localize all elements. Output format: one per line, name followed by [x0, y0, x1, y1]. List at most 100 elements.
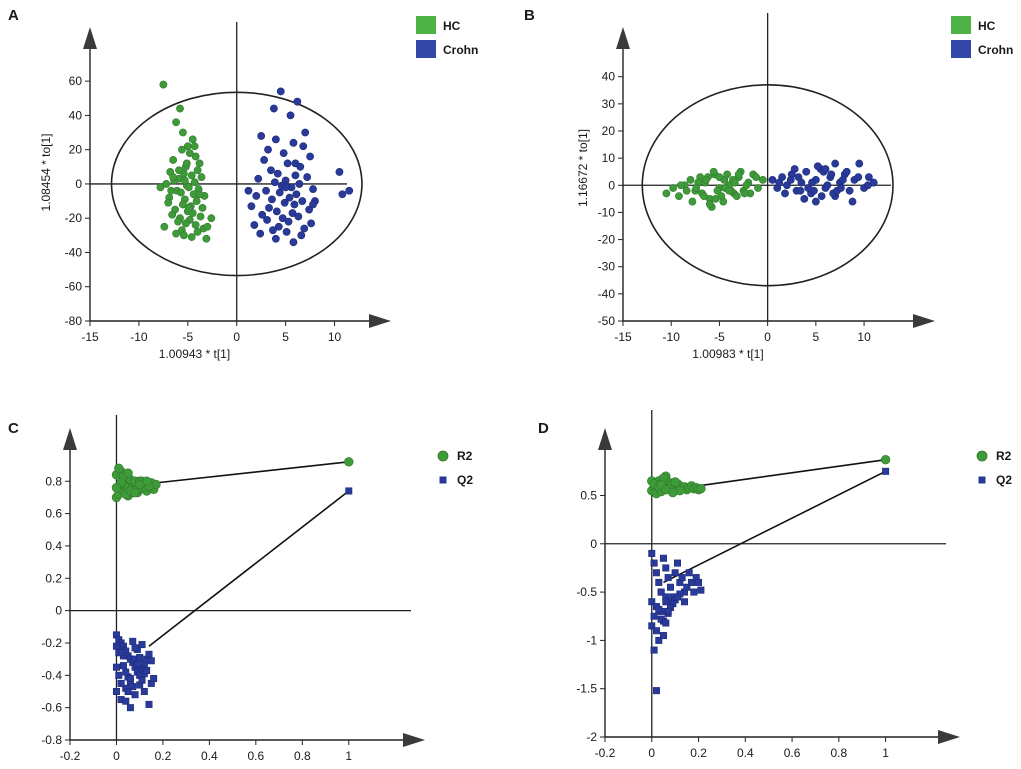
- data-point: [276, 87, 285, 96]
- data-point: [254, 174, 263, 183]
- data-point: [188, 209, 197, 217]
- data-point: [195, 159, 204, 168]
- y-tick-label: 20: [602, 124, 616, 138]
- data-point: [269, 104, 278, 113]
- data-point: [794, 173, 803, 182]
- y-tick-label: 20: [69, 143, 83, 157]
- y-tick-label: -0.5: [576, 585, 597, 599]
- y-tick-label: -50: [598, 314, 616, 328]
- data-point: [112, 687, 120, 695]
- y-tick-label: -20: [65, 211, 83, 225]
- data-point: [169, 173, 178, 181]
- data-point: [655, 605, 663, 613]
- data-point: [271, 135, 280, 144]
- data-point: [678, 574, 686, 582]
- y-tick-label: -0.4: [41, 668, 62, 682]
- x-tick-label: 0: [764, 330, 771, 344]
- data-point: [191, 221, 200, 229]
- data-point: [181, 219, 190, 228]
- data-point: [650, 646, 658, 654]
- data-point: [695, 578, 703, 586]
- x-tick-label: 0: [113, 749, 120, 763]
- data-point: [284, 217, 293, 226]
- panel-letter: B: [524, 7, 535, 24]
- series-hc: [156, 80, 216, 243]
- data-point: [198, 204, 207, 212]
- y-tick-label: -20: [598, 233, 616, 247]
- panel-letter: C: [8, 420, 19, 437]
- data-point: [184, 204, 193, 212]
- data-point: [705, 200, 714, 209]
- data-point: [156, 183, 165, 192]
- data-point: [203, 222, 212, 231]
- data-point: [193, 166, 202, 175]
- data-point: [823, 181, 832, 190]
- data-point: [659, 554, 667, 562]
- data-point: [294, 212, 303, 221]
- data-point: [657, 615, 665, 623]
- data-point: [115, 671, 123, 679]
- panel-d: D -2 -1.5 -1 -0.5 0 0.5 -0.2 0 0.2 0.4 0.6 0.8 1 R2 Q2: [538, 410, 1012, 760]
- legend-swatch-hc: [951, 16, 971, 34]
- data-point: [648, 549, 656, 557]
- x-tick-label: -15: [614, 330, 632, 344]
- data-point: [257, 132, 266, 140]
- x-tick-label: -0.2: [595, 746, 616, 760]
- data-point: [134, 479, 145, 490]
- data-point: [122, 697, 130, 705]
- data-point: [275, 188, 284, 197]
- y-tick-label: 0: [75, 177, 82, 191]
- data-point: [122, 668, 130, 676]
- data-point: [147, 657, 155, 665]
- data-point: [650, 612, 658, 620]
- data-point: [195, 190, 204, 199]
- series-line-r2: [698, 458, 886, 487]
- data-point: [725, 186, 733, 195]
- data-point: [285, 193, 294, 202]
- data-point: [111, 483, 122, 493]
- data-point: [662, 619, 670, 627]
- data-point: [845, 186, 854, 195]
- data-point: [675, 192, 683, 201]
- x-tick-label: 10: [328, 330, 342, 344]
- data-point: [732, 192, 741, 201]
- data-point: [131, 644, 139, 652]
- data-point: [270, 178, 279, 187]
- legend-marker-q2: [978, 476, 986, 484]
- data-point: [256, 229, 265, 238]
- data-point: [650, 559, 658, 567]
- series-q2: [648, 467, 890, 695]
- panel-a: A -80 -60 -40 -20 0 20 40 60 -15 -10 -5 0 5 10 1.00943 …: [8, 7, 478, 361]
- x-tick-label: 0.6: [248, 749, 265, 763]
- data-point: [752, 173, 760, 182]
- panel-letter: A: [8, 7, 19, 24]
- data-point: [685, 569, 693, 577]
- data-point: [162, 180, 171, 188]
- y-tick-label: 0.2: [45, 571, 62, 585]
- data-point: [136, 654, 144, 662]
- data-point: [697, 586, 705, 594]
- legend-label: HC: [443, 19, 461, 33]
- data-point: [250, 221, 259, 229]
- data-point: [172, 229, 180, 238]
- data-point: [272, 207, 281, 216]
- data-point: [345, 487, 353, 495]
- y-tick-label: 0.5: [580, 488, 597, 502]
- data-point: [652, 569, 660, 577]
- series-q2: [112, 487, 353, 712]
- x-tick-label: 1: [345, 749, 352, 763]
- data-point: [168, 210, 177, 219]
- x-tick-label: 0: [233, 330, 240, 344]
- data-point: [831, 159, 840, 168]
- data-point: [670, 477, 680, 487]
- data-point: [864, 181, 872, 190]
- x-tick-label: 5: [282, 330, 289, 344]
- x-tick-label: -15: [81, 330, 99, 344]
- x-tick-label: -5: [714, 330, 725, 344]
- data-point: [131, 691, 139, 699]
- y-tick-label: -10: [598, 205, 616, 219]
- data-point: [758, 175, 767, 184]
- data-point: [182, 159, 191, 168]
- data-point: [280, 198, 289, 207]
